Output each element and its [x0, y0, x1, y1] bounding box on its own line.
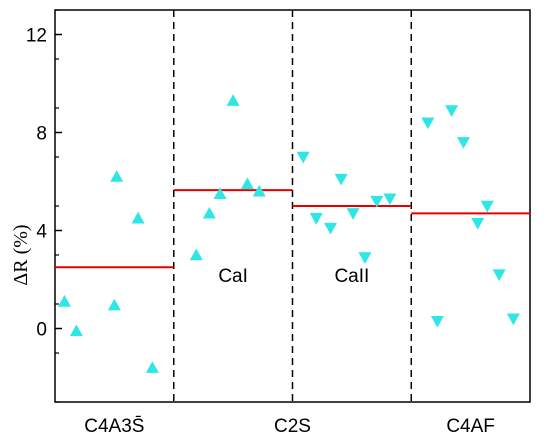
y-axis-label: ΔR (%): [10, 224, 32, 285]
triangle-up-marker: [240, 177, 254, 190]
region-label: CaI: [218, 266, 248, 287]
triangle-down-marker: [492, 269, 506, 282]
triangle-down-marker: [506, 313, 520, 326]
triangle-down-marker: [430, 315, 444, 328]
triangle-down-marker: [383, 193, 397, 206]
y-tick-label: 8: [36, 124, 47, 145]
triangle-up-marker: [110, 170, 124, 182]
region-labels: CaI CaII: [218, 266, 369, 287]
triangle-down-marker: [471, 217, 485, 230]
triangle-down-marker: [296, 151, 310, 164]
triangle-down-marker: [358, 252, 372, 264]
triangle-down-marker: [370, 195, 384, 208]
triangle-down-marker: [445, 105, 459, 117]
category-label: C4AF: [446, 416, 495, 437]
triangle-up-marker: [213, 187, 227, 199]
triangle-up-marker: [131, 211, 145, 224]
triangle-up-marker: [107, 298, 121, 311]
triangle-down-marker: [421, 117, 435, 130]
triangle-up-marker: [145, 361, 159, 373]
y-tick-label: 12: [26, 26, 47, 47]
triangle-up-marker: [252, 184, 266, 197]
triangle-up-marker: [58, 295, 71, 307]
category-label: C2S: [274, 416, 311, 437]
triangle-down-marker: [457, 137, 470, 149]
region-label: CaII: [334, 266, 369, 287]
y-axis: 0 4 8 12: [26, 9, 62, 403]
triangle-down-marker: [309, 213, 323, 225]
category-labels: C4A3S̄ C2S C4AF: [84, 416, 495, 437]
triangle-up-marker: [202, 206, 216, 219]
y-tick-label: 4: [36, 222, 47, 243]
triangle-down-marker: [324, 222, 337, 235]
y-tick-label: 0: [36, 320, 47, 341]
data-markers: [58, 94, 520, 373]
triangle-down-marker: [480, 200, 494, 213]
category-label: C4A3S̄: [84, 416, 144, 437]
triangle-up-marker: [226, 94, 240, 106]
triangle-up-marker: [189, 248, 203, 261]
triangle-up-marker: [69, 324, 83, 337]
triangle-down-marker: [346, 208, 360, 220]
mean-lines: [55, 189, 530, 269]
triangle-down-marker: [334, 173, 348, 186]
